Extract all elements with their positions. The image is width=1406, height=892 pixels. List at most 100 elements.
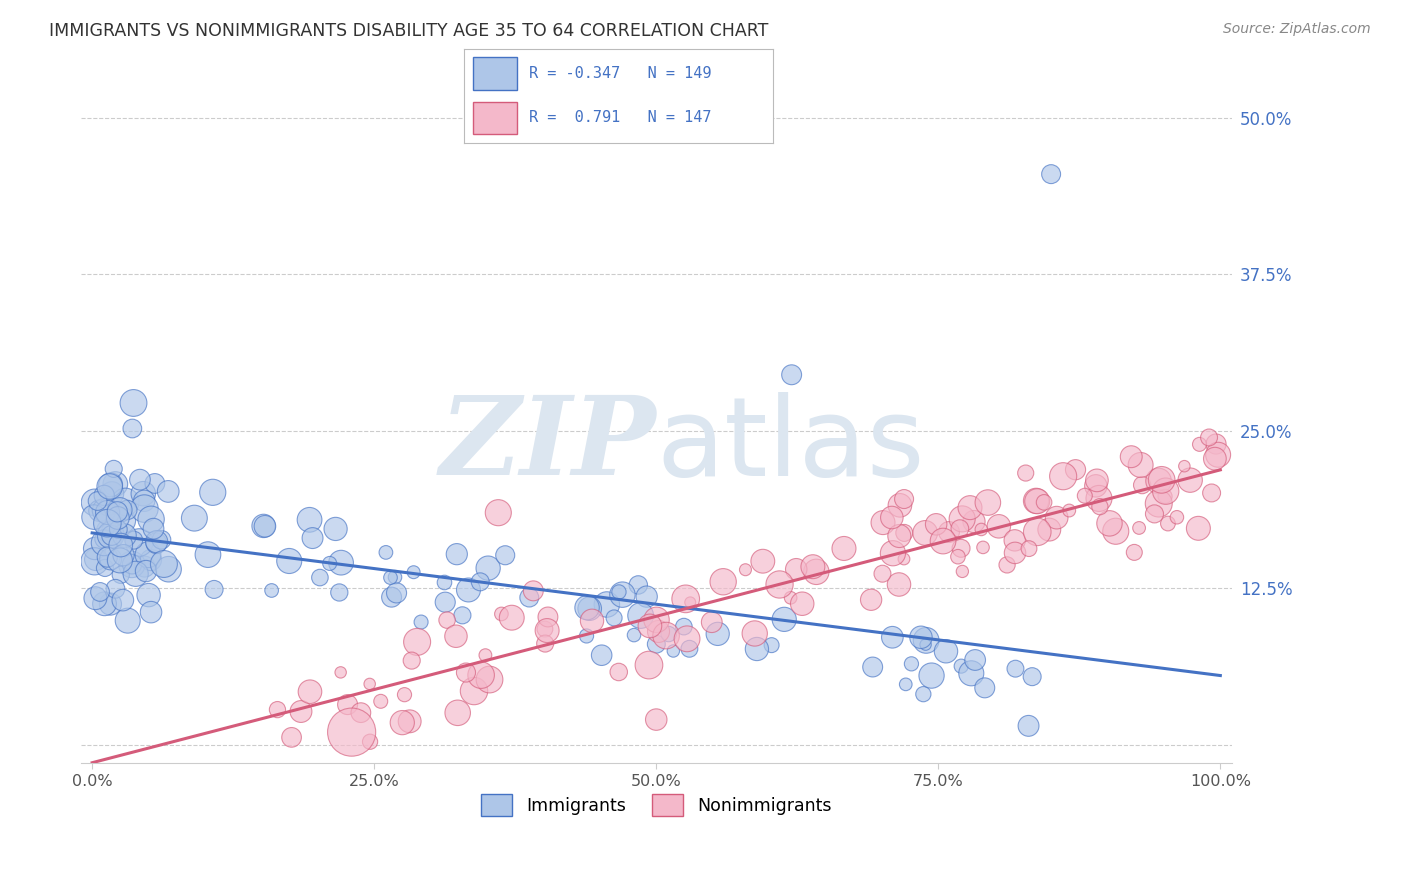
- Point: [1074, 489, 1097, 503]
- Point: [101, 531, 124, 545]
- Point: [950, 541, 973, 556]
- Point: [93, 503, 115, 517]
- Point: [298, 684, 321, 698]
- Point: [89, 585, 111, 599]
- Point: [662, 644, 685, 658]
- Point: [965, 653, 987, 667]
- Point: [1038, 523, 1060, 537]
- Point: [623, 628, 645, 642]
- Point: [111, 514, 134, 528]
- Point: [84, 591, 107, 606]
- Point: [607, 585, 630, 599]
- Point: [340, 725, 363, 739]
- Point: [987, 519, 1010, 533]
- Point: [995, 558, 1018, 572]
- Point: [893, 525, 915, 540]
- Point: [960, 666, 983, 681]
- Point: [1201, 486, 1223, 500]
- Point: [97, 500, 120, 514]
- Point: [83, 554, 105, 568]
- Point: [773, 612, 796, 626]
- Point: [84, 552, 107, 566]
- Point: [494, 548, 516, 562]
- Point: [96, 516, 118, 531]
- Point: [785, 562, 807, 576]
- Point: [806, 565, 828, 579]
- Point: [104, 582, 127, 596]
- Point: [744, 626, 766, 640]
- Point: [872, 566, 894, 581]
- Point: [457, 582, 479, 597]
- Point: [446, 547, 468, 561]
- Point: [83, 510, 105, 524]
- Point: [534, 637, 557, 651]
- Point: [1143, 507, 1166, 521]
- Point: [1098, 516, 1121, 531]
- Point: [935, 644, 957, 658]
- Point: [93, 532, 115, 546]
- Point: [434, 595, 457, 609]
- Point: [801, 559, 824, 574]
- Point: [98, 479, 121, 493]
- FancyBboxPatch shape: [474, 102, 516, 135]
- Point: [658, 627, 681, 641]
- Point: [122, 396, 145, 410]
- Point: [325, 522, 347, 536]
- Point: [946, 549, 969, 564]
- Point: [103, 462, 125, 476]
- Point: [406, 635, 429, 649]
- Point: [444, 629, 467, 643]
- Point: [932, 534, 955, 549]
- Point: [132, 486, 155, 500]
- Point: [1052, 469, 1074, 483]
- Point: [706, 627, 728, 641]
- Point: [143, 476, 166, 491]
- Point: [938, 524, 960, 539]
- Point: [630, 608, 652, 623]
- Point: [1147, 474, 1170, 488]
- Point: [290, 705, 312, 719]
- Point: [108, 553, 131, 567]
- Point: [157, 562, 180, 576]
- Point: [98, 525, 121, 540]
- Point: [112, 548, 135, 562]
- Point: [768, 577, 790, 591]
- Point: [910, 630, 932, 644]
- Point: [862, 660, 884, 674]
- Point: [1088, 491, 1111, 506]
- Point: [94, 561, 117, 575]
- Point: [309, 570, 332, 584]
- Point: [97, 524, 120, 538]
- Point: [114, 528, 136, 542]
- Point: [433, 575, 456, 590]
- Point: [914, 525, 936, 540]
- Point: [1154, 489, 1177, 503]
- Point: [477, 561, 499, 575]
- Point: [117, 503, 139, 517]
- Point: [89, 504, 111, 518]
- Point: [201, 485, 224, 500]
- Point: [436, 613, 458, 627]
- Legend: Immigrants, Nonimmigrants: Immigrants, Nonimmigrants: [474, 788, 838, 822]
- Point: [752, 554, 775, 568]
- Point: [675, 591, 697, 606]
- Point: [887, 577, 910, 591]
- Point: [607, 665, 630, 679]
- Point: [1088, 500, 1111, 514]
- Point: [1206, 448, 1229, 462]
- Point: [1040, 167, 1063, 181]
- Point: [882, 546, 904, 560]
- Point: [1085, 474, 1108, 488]
- Point: [970, 523, 993, 537]
- Point: [100, 528, 122, 542]
- Point: [280, 731, 302, 745]
- Point: [100, 597, 122, 611]
- Point: [384, 570, 406, 584]
- Point: [638, 658, 661, 673]
- Point: [100, 552, 122, 566]
- Point: [603, 611, 626, 625]
- Point: [278, 554, 301, 568]
- Point: [959, 500, 981, 515]
- Point: [260, 583, 283, 598]
- Point: [394, 688, 416, 702]
